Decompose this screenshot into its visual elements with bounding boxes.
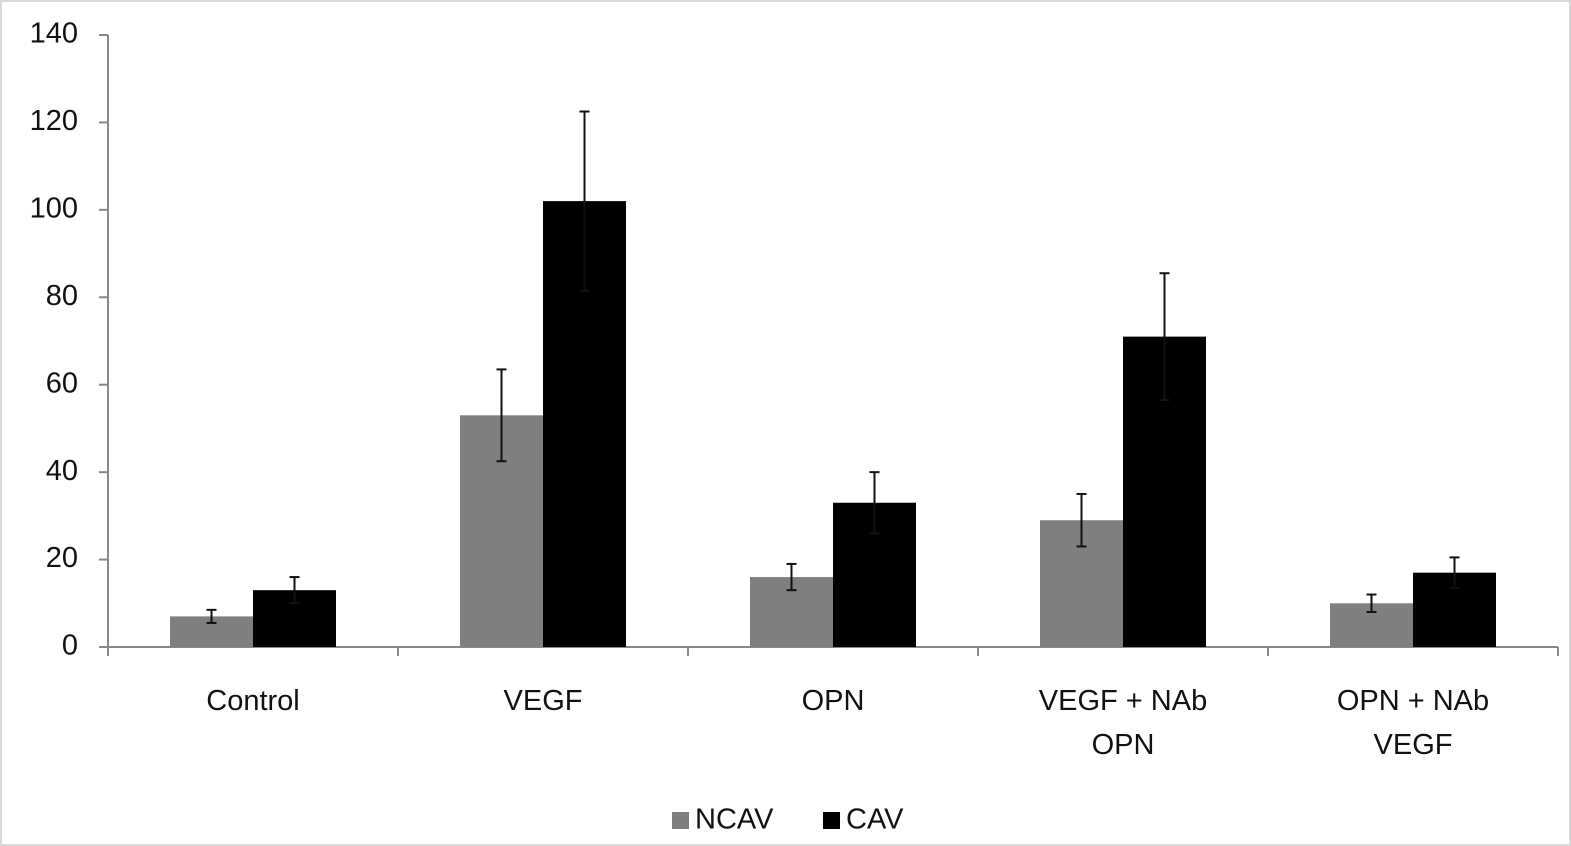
y-tick-label: 80 <box>46 280 78 312</box>
y-tick-label: 60 <box>46 367 78 399</box>
legend-swatch-cav <box>823 812 840 829</box>
x-tick-label: OPN <box>802 685 865 717</box>
y-tick-label: 40 <box>46 455 78 487</box>
y-tick-label: 140 <box>30 18 78 50</box>
legend-label-cav: CAV <box>846 804 904 836</box>
y-tick-label: 100 <box>30 193 78 225</box>
legend: NCAV CAV <box>672 804 904 836</box>
y-tick-label: 120 <box>30 105 78 137</box>
y-tick-label: 0 <box>62 630 78 662</box>
bars <box>170 201 1496 647</box>
error-bars <box>206 110 1460 624</box>
legend-swatch-ncav <box>672 812 689 829</box>
x-tick-label: Control <box>206 685 300 717</box>
y-tick-label: 20 <box>46 542 78 574</box>
legend-label-ncav: NCAV <box>695 804 774 836</box>
x-tick-label: VEGF + NAb OPN <box>1039 685 1207 761</box>
y-axis: 0 20 40 60 80 100 120 140 <box>30 18 109 662</box>
x-tick-label: OPN + NAb VEGF <box>1337 685 1489 761</box>
x-tick-label: VEGF <box>504 685 583 717</box>
